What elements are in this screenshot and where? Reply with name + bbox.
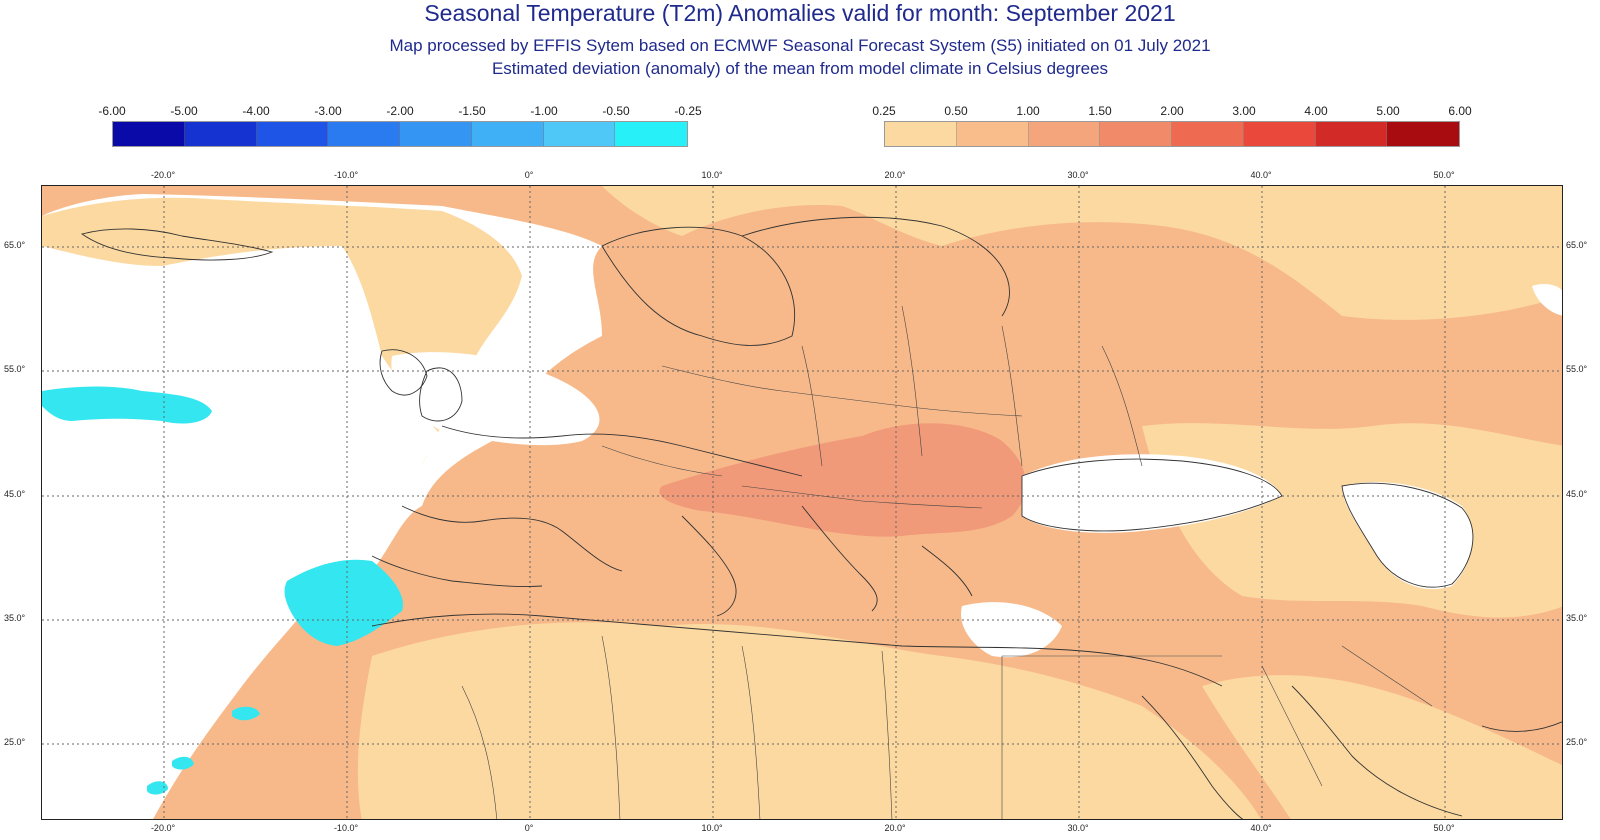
legend-tick-label: 3.00: [1232, 104, 1256, 118]
latitude-label: 45.0°: [4, 489, 26, 499]
legend-color-swatch: [1315, 122, 1388, 146]
anomaly-map: [42, 186, 1562, 819]
anomaly-cold-spot-small-3: [147, 781, 168, 795]
latitude-label: 45.0°: [1566, 489, 1588, 499]
latitude-label: 65.0°: [4, 240, 26, 250]
legend-color-swatch: [885, 122, 957, 146]
map-area: -20.0° -10.0° 0° 10.0° 20.0° 30.0° 40.0° 50.0° …: [0, 168, 1600, 840]
legend-tick-label: 1.50: [1088, 104, 1112, 118]
graticule: [42, 186, 1562, 819]
legend-color-swatch: [615, 122, 687, 146]
latitude-label: 35.0°: [4, 613, 26, 623]
longitude-label: 30.0°: [1067, 170, 1089, 180]
anomaly-cold-spot-small-1: [232, 706, 260, 721]
latitude-label: 25.0°: [1566, 737, 1588, 747]
longitude-label: -20.0°: [150, 823, 176, 833]
anomaly-near-zero-eastmed: [961, 602, 1062, 658]
longitude-label: -10.0°: [333, 823, 359, 833]
longitude-label: 10.0°: [701, 170, 723, 180]
latitude-label: 55.0°: [4, 364, 26, 374]
longitude-label: 30.0°: [1067, 823, 1089, 833]
legend-color-swatch: [184, 122, 257, 146]
latitude-label: 55.0°: [1566, 364, 1588, 374]
legend-tick-label: -3.00: [314, 104, 342, 118]
legend-tick-label: 4.00: [1304, 104, 1328, 118]
longitude-label: 20.0°: [884, 170, 906, 180]
legend-warm-colorbar: [884, 121, 1460, 147]
legend-color-swatch: [956, 122, 1029, 146]
legend-tick-label: 0.25: [872, 104, 896, 118]
latitude-label: 25.0°: [4, 737, 26, 747]
legend-color-swatch: [256, 122, 329, 146]
map-frame: [41, 185, 1563, 820]
longitude-label: -10.0°: [333, 170, 359, 180]
anomaly-near-zero-atlantic: [42, 246, 442, 819]
legend-tick-label: -0.25: [674, 104, 702, 118]
legend-tick-label: -2.00: [386, 104, 414, 118]
map-subtitle-units: Estimated deviation (anomaly) of the mea…: [491, 59, 1109, 78]
anomaly-cold-patch-atlantic: [42, 386, 212, 424]
legend-color-swatch: [543, 122, 616, 146]
legend-tick-label: -5.00: [170, 104, 198, 118]
legend-tick-label: 0.50: [944, 104, 968, 118]
legend-color-swatch: [1387, 122, 1459, 146]
legend-color-swatch: [471, 122, 544, 146]
longitude-label: 20.0°: [884, 823, 906, 833]
legend-color-swatch: [328, 122, 400, 146]
legend-cold-colorbar: [112, 121, 688, 147]
legend-tick-label: 2.00: [1160, 104, 1184, 118]
legend-tick-label: -4.00: [242, 104, 270, 118]
coastlines: [80, 216, 1562, 819]
legend-tick-label: -1.00: [530, 104, 558, 118]
longitude-label: -20.0°: [150, 170, 176, 180]
legend-cold: -6.00 -5.00 -4.00 -3.00 -2.00 -1.50 -1.00 -0.50…: [98, 104, 702, 148]
legend-tick-label: 1.00: [1016, 104, 1040, 118]
anomaly-cold-patch-iberia: [284, 559, 403, 646]
longitude-label: 50.0°: [1433, 170, 1455, 180]
legend-tick-label: -1.50: [458, 104, 486, 118]
legend-color-swatch: [400, 122, 472, 146]
country-borders: [461, 305, 1433, 819]
legend-color-swatch: [113, 122, 185, 146]
longitude-label: 0°: [524, 170, 534, 180]
legend-tick-label: 6.00: [1448, 104, 1472, 118]
anomaly-near-zero-blacksea: [1022, 454, 1282, 533]
legend-tick-label: -0.50: [602, 104, 630, 118]
longitude-label: 10.0°: [701, 823, 723, 833]
map-subtitle-source: Map processed by EFFIS Sytem based on EC…: [389, 36, 1211, 55]
anomaly-near-zero-northsea: [391, 352, 600, 446]
legend-cold-labels: -6.00 -5.00 -4.00 -3.00 -2.00 -1.50 -1.00 -0.50…: [98, 104, 701, 120]
legend-warm: 0.25 0.50 1.00 1.50 2.00 3.00 4.00 5.00 6.00: [872, 104, 1472, 148]
anomaly-near-zero-caspian: [1342, 482, 1473, 590]
anomaly-near-zero-east-edge: [1532, 284, 1562, 316]
map-title: Seasonal Temperature (T2m) Anomalies val…: [424, 0, 1176, 26]
anomaly-strong-warm-core: [659, 423, 1026, 537]
longitude-label: 40.0°: [1250, 170, 1272, 180]
latitude-label: 65.0°: [1566, 240, 1588, 250]
legend-color-swatch: [1028, 122, 1101, 146]
anomaly-light-warm-north: [602, 186, 1562, 320]
longitude-label: 40.0°: [1250, 823, 1272, 833]
legend-warm-labels: 0.25 0.50 1.00 1.50 2.00 3.00 4.00 5.00 6.00: [872, 104, 1471, 120]
longitude-label: 50.0°: [1433, 823, 1455, 833]
latitude-label: 35.0°: [1566, 613, 1588, 623]
anomaly-cold-spot-small-2: [172, 756, 194, 770]
legend-color-swatch: [1100, 122, 1172, 146]
anomaly-light-warm-mideast: [1202, 675, 1562, 819]
legend-color-swatch: [1172, 122, 1244, 146]
legend-tick-label: 5.00: [1376, 104, 1400, 118]
anomaly-light-warm-africa: [357, 622, 1261, 819]
longitude-label: 0°: [524, 823, 534, 833]
legend-color-swatch: [1243, 122, 1316, 146]
legend-tick-label: -6.00: [98, 104, 126, 118]
